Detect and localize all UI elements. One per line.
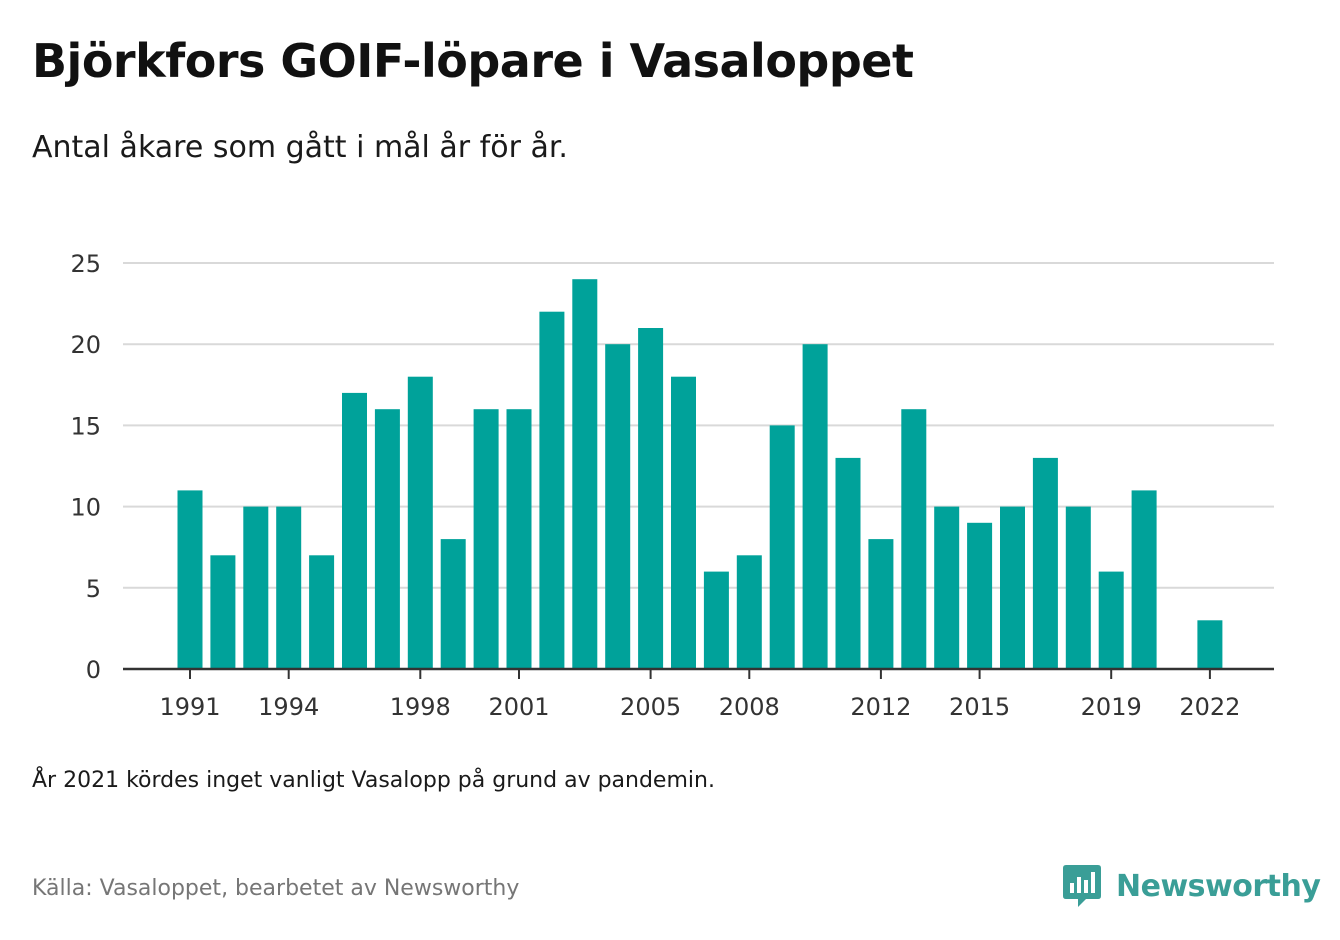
bar-1991	[177, 490, 203, 669]
x-tick-label: 2001	[488, 693, 549, 721]
bar-2022	[1197, 620, 1223, 669]
bars	[177, 279, 1223, 669]
bar-2000	[473, 409, 499, 669]
x-axis-ticks: 1991 1994 1998 2001 2005 2008 2012 2015 2019 2022	[159, 669, 1240, 721]
x-tick-label: 2012	[850, 693, 911, 721]
y-tick-label: 10	[70, 494, 101, 522]
bar-1995	[309, 555, 335, 669]
bar-2002	[539, 311, 565, 669]
y-tick-label: 25	[70, 250, 101, 278]
y-tick-label: 0	[86, 656, 101, 684]
chart-title: Björkfors GOIF-löpare i Vasaloppet	[32, 34, 914, 88]
bar-1992	[210, 555, 236, 669]
bar-1997	[374, 409, 400, 669]
bar-2009	[769, 425, 795, 669]
x-tick-label: 2022	[1179, 693, 1240, 721]
bar-2010	[802, 344, 828, 669]
y-tick-label: 20	[70, 331, 101, 359]
bar-1999	[440, 539, 466, 669]
bar-2016	[1000, 506, 1025, 669]
bar-2014	[934, 506, 960, 669]
bar-2011	[835, 457, 861, 669]
x-tick-label: 2008	[719, 693, 780, 721]
x-tick-label: 2005	[620, 693, 681, 721]
brand-name: Newsworthy	[1116, 868, 1321, 904]
bar-chart-speech-bubble-icon	[1063, 865, 1101, 907]
bar-2008	[736, 555, 762, 669]
bar-2005	[638, 328, 664, 669]
bar-2018	[1065, 506, 1091, 669]
bar-2012	[868, 539, 894, 669]
bar-1994	[276, 506, 302, 669]
bar-2001	[506, 409, 532, 669]
bar-2019	[1098, 571, 1124, 669]
x-tick-label: 1991	[159, 693, 220, 721]
bar-1998	[407, 376, 433, 669]
brand-logo: Newsworthy	[1062, 862, 1321, 910]
x-tick-label: 1994	[258, 693, 319, 721]
x-tick-label: 1998	[390, 693, 451, 721]
x-tick-label: 2015	[949, 693, 1010, 721]
bar-1996	[342, 392, 367, 669]
bar-2006	[671, 376, 696, 669]
x-tick-label: 2019	[1081, 693, 1142, 721]
bar-2004	[605, 344, 631, 669]
footnote: År 2021 kördes inget vanligt Vasalopp på…	[32, 768, 715, 793]
bar-2003	[572, 279, 598, 669]
y-tick-label: 15	[70, 412, 101, 440]
bar-2015	[967, 522, 993, 669]
source-text: Källa: Vasaloppet, bearbetet av Newswort…	[32, 876, 520, 901]
bar-2017	[1032, 457, 1058, 669]
bar-chart: 0 5 10 15 20 25 1991 1994 1998 2001 2005 2008 2012 2…	[70, 250, 1274, 721]
bar-2007	[703, 571, 729, 669]
y-tick-label: 5	[86, 575, 101, 603]
bar-1993	[243, 506, 269, 669]
bar-2013	[901, 409, 927, 669]
y-axis-ticks: 0 5 10 15 20 25	[70, 250, 101, 684]
bar-2020	[1131, 490, 1157, 669]
chart-subtitle: Antal åkare som gått i mål år för år.	[32, 130, 568, 165]
